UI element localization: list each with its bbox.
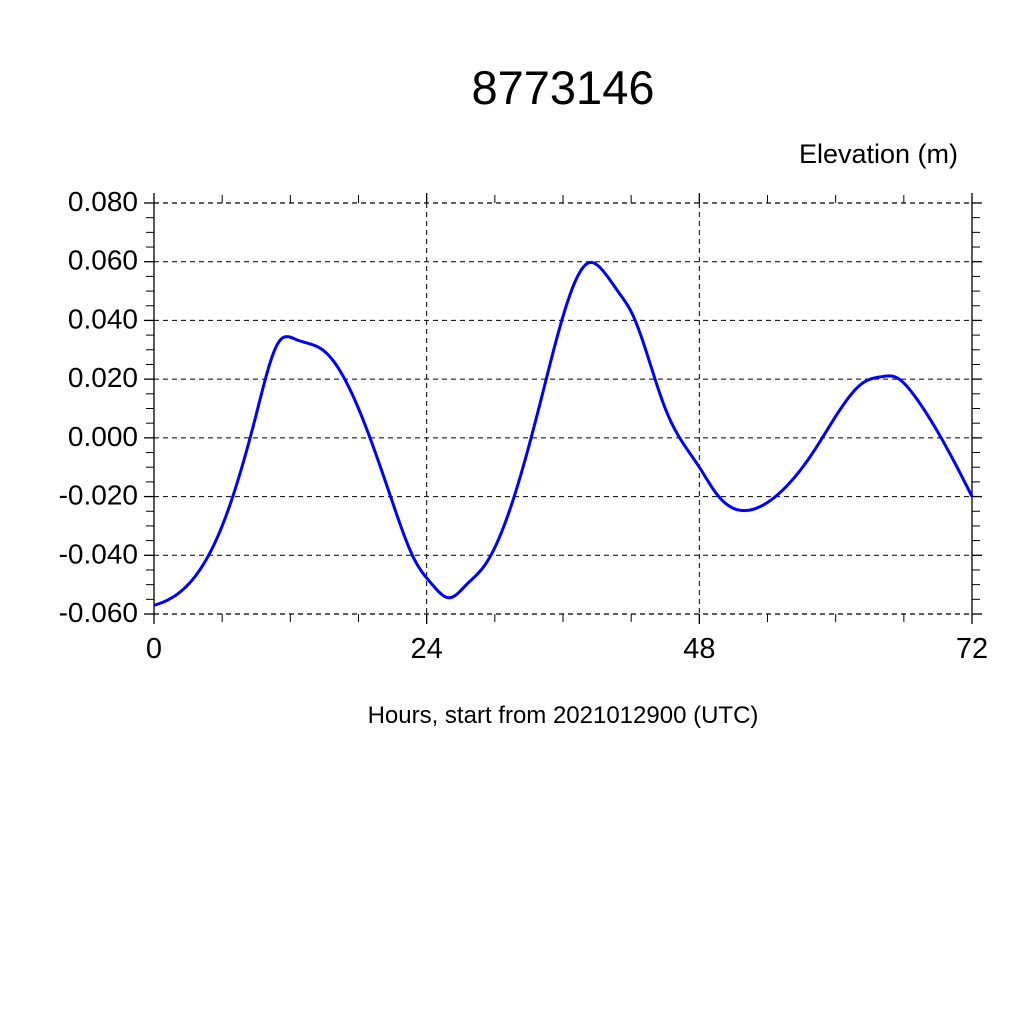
svg-text:0.060: 0.060 xyxy=(68,245,138,276)
svg-text:-0.020: -0.020 xyxy=(59,480,138,511)
svg-text:-0.060: -0.060 xyxy=(59,597,138,628)
svg-text:0.000: 0.000 xyxy=(68,421,138,452)
svg-text:24: 24 xyxy=(411,633,443,665)
svg-text:72: 72 xyxy=(956,633,988,665)
svg-text:0: 0 xyxy=(146,633,162,665)
svg-text:-0.040: -0.040 xyxy=(59,538,138,569)
svg-text:48: 48 xyxy=(683,633,715,665)
svg-text:0.020: 0.020 xyxy=(68,362,138,393)
svg-text:0.080: 0.080 xyxy=(68,186,138,217)
svg-text:0.040: 0.040 xyxy=(68,303,138,334)
